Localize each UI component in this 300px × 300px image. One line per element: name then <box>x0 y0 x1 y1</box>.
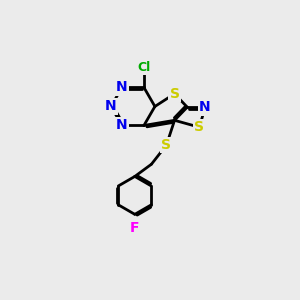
Text: F: F <box>130 221 140 235</box>
Text: N: N <box>199 100 211 114</box>
Text: S: S <box>169 87 179 101</box>
Text: S: S <box>194 120 205 134</box>
Text: Cl: Cl <box>137 61 151 74</box>
Text: N: N <box>116 118 128 133</box>
Text: N: N <box>116 80 128 94</box>
Text: N: N <box>105 100 117 113</box>
Text: S: S <box>161 138 172 152</box>
